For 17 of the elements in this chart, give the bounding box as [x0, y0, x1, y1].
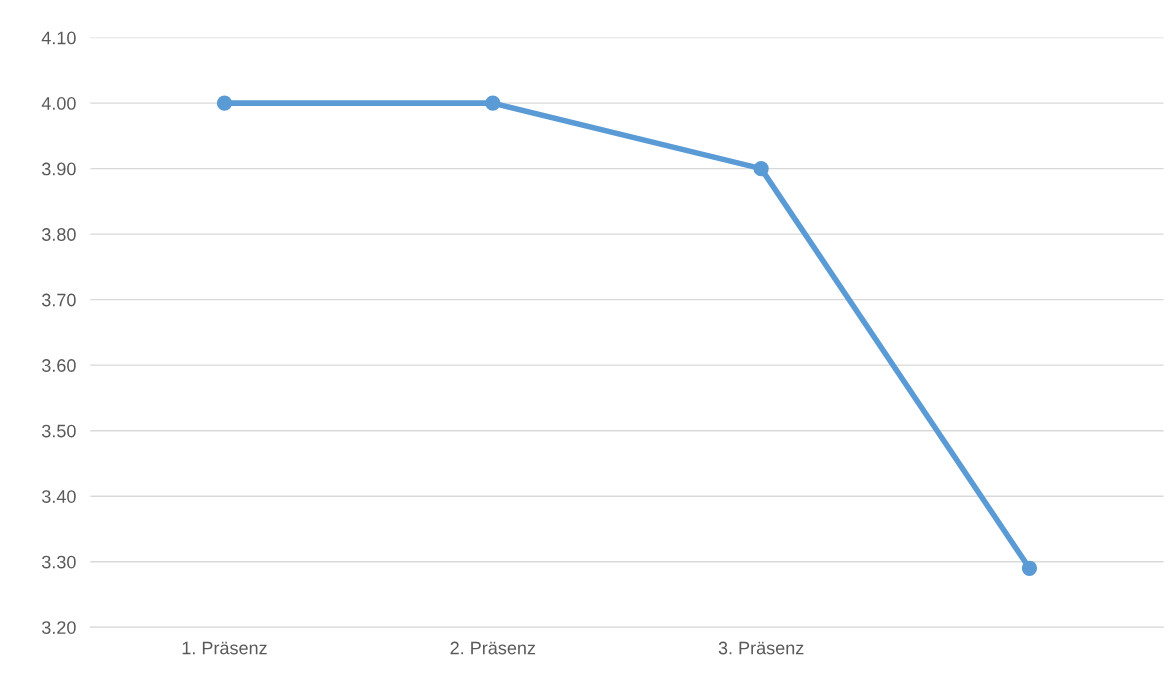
y-tick-label: 3.70 — [41, 293, 76, 307]
y-tick-label: 3.30 — [41, 555, 76, 569]
y-tick-label: 3.40 — [41, 490, 76, 503]
point — [1021, 560, 1038, 576]
x-tick-label: 2. Präsenz — [450, 641, 536, 655]
y-tick-label: 3.50 — [41, 424, 76, 438]
point — [485, 95, 501, 111]
y-tick-label: 3.60 — [41, 359, 76, 372]
y-tick-label: 4.10 — [41, 31, 76, 45]
point — [753, 161, 769, 177]
x-tick-label: 3. Präsenz — [718, 641, 804, 655]
point — [216, 95, 233, 111]
y-tick-label: 4.00 — [41, 97, 76, 110]
y-tick-label: 3.90 — [41, 162, 76, 176]
y-tick-label: 3.20 — [41, 621, 76, 634]
y-tick-label: 3.80 — [41, 228, 76, 241]
x-tick-label: 1. Präsenz — [182, 641, 267, 655]
